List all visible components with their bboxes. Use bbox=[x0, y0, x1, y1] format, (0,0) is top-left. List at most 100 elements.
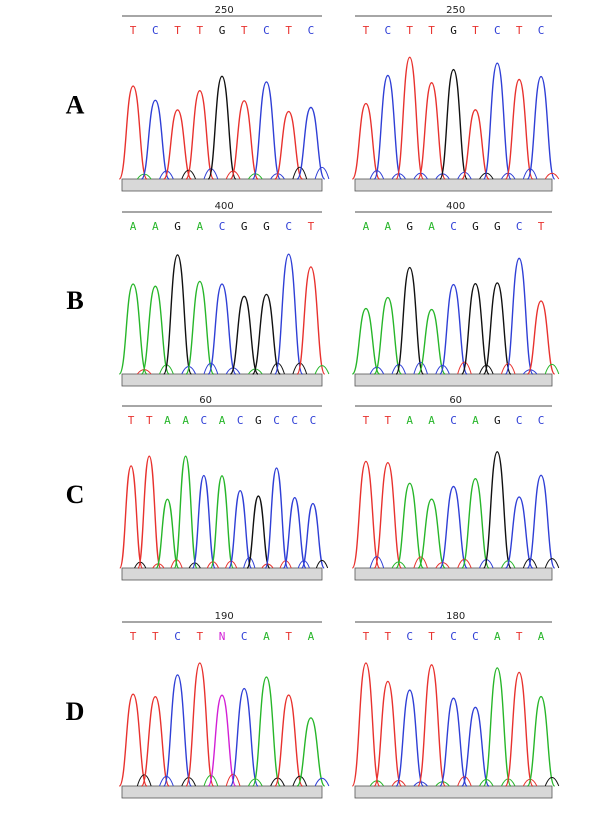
trace-peak bbox=[229, 295, 259, 375]
position-label: 400 bbox=[215, 201, 234, 212]
trace-noise bbox=[315, 559, 329, 569]
trace-peak bbox=[483, 62, 512, 180]
trace-peak bbox=[185, 280, 215, 375]
base-call: T bbox=[363, 630, 370, 643]
trace-peak bbox=[461, 477, 490, 569]
trace-peak bbox=[140, 695, 170, 787]
trace-peak bbox=[439, 485, 468, 569]
base-call: G bbox=[174, 220, 181, 233]
trace-peak bbox=[163, 254, 193, 375]
trace-noise bbox=[413, 556, 428, 569]
trace-peak bbox=[417, 82, 446, 180]
trace-peak bbox=[207, 694, 237, 787]
base-call: C bbox=[201, 414, 208, 427]
base-call: A bbox=[182, 414, 189, 427]
trace-noise bbox=[544, 776, 560, 787]
trace-peak bbox=[395, 482, 424, 569]
trace-noise bbox=[314, 166, 330, 180]
base-call: C bbox=[450, 630, 457, 643]
trace-noise bbox=[225, 773, 241, 787]
trace-peak bbox=[229, 687, 259, 787]
trace-peak bbox=[210, 475, 234, 569]
trace-peak bbox=[483, 667, 512, 787]
base-call: A bbox=[406, 414, 413, 427]
base-call: C bbox=[538, 24, 545, 37]
base-call: T bbox=[385, 630, 392, 643]
base-call: A bbox=[219, 414, 226, 427]
base-call: T bbox=[285, 630, 292, 643]
base-call: G bbox=[255, 414, 262, 427]
base-call: A bbox=[538, 630, 545, 643]
base-call: A bbox=[263, 630, 270, 643]
base-call: C bbox=[450, 220, 457, 233]
trace-peak bbox=[395, 56, 424, 180]
scale-bar bbox=[354, 178, 553, 192]
trace-peak bbox=[439, 68, 468, 180]
trace-noise bbox=[314, 365, 330, 375]
base-call: C bbox=[308, 24, 315, 37]
position-label: 400 bbox=[446, 201, 465, 212]
base-call: A bbox=[308, 630, 315, 643]
base-call: T bbox=[516, 630, 523, 643]
trace-peak bbox=[282, 497, 307, 569]
trace-peak bbox=[274, 253, 304, 375]
trace-peak bbox=[251, 81, 281, 180]
trace-peak bbox=[351, 460, 381, 569]
trace-peak bbox=[137, 455, 162, 569]
base-call: G bbox=[219, 24, 226, 37]
base-call: C bbox=[219, 220, 226, 233]
trace-peak bbox=[296, 266, 326, 375]
base-call: A bbox=[428, 220, 435, 233]
scale-bar bbox=[354, 373, 553, 387]
position-label: 60 bbox=[449, 395, 462, 406]
trace-peak bbox=[504, 671, 534, 787]
trace-peak bbox=[264, 467, 289, 569]
trace-peak bbox=[296, 717, 326, 787]
base-call: G bbox=[494, 414, 501, 427]
trace-peak bbox=[526, 300, 556, 375]
trace-noise bbox=[544, 558, 560, 569]
trace-peak bbox=[296, 106, 326, 180]
trace-peak bbox=[526, 75, 556, 180]
base-call: G bbox=[472, 220, 479, 233]
trace-noise bbox=[136, 774, 152, 787]
base-call: A bbox=[428, 414, 435, 427]
trace-peak bbox=[526, 695, 556, 787]
panel-label: B bbox=[66, 286, 83, 315]
position-label: 250 bbox=[215, 5, 234, 16]
base-call: T bbox=[308, 220, 315, 233]
base-call: G bbox=[450, 24, 457, 37]
base-call: T bbox=[241, 24, 248, 37]
trace-peak bbox=[351, 102, 381, 180]
trace-peak bbox=[504, 257, 534, 375]
trace-peak bbox=[417, 664, 446, 787]
base-call: T bbox=[428, 24, 435, 37]
trace-peak bbox=[417, 308, 446, 375]
trace-noise bbox=[292, 166, 308, 180]
trace-peak bbox=[118, 283, 148, 375]
trace-peak bbox=[207, 75, 237, 180]
base-call: C bbox=[237, 414, 244, 427]
base-call: C bbox=[241, 630, 248, 643]
trace-peak bbox=[251, 293, 281, 375]
trace-peak bbox=[185, 662, 215, 787]
base-call: C bbox=[263, 24, 270, 37]
position-label: 60 bbox=[199, 395, 212, 406]
trace-noise bbox=[457, 776, 472, 787]
scale-bar bbox=[121, 785, 323, 799]
base-call: T bbox=[196, 630, 203, 643]
base-call: C bbox=[538, 414, 545, 427]
base-call: C bbox=[291, 414, 298, 427]
base-call: T bbox=[146, 414, 153, 427]
trace-noise bbox=[544, 172, 560, 180]
base-call: A bbox=[152, 220, 159, 233]
trace-peak bbox=[207, 283, 237, 375]
trace-peak bbox=[140, 285, 170, 375]
base-call: T bbox=[130, 24, 137, 37]
trace-peak bbox=[274, 694, 304, 787]
base-call: C bbox=[450, 414, 457, 427]
base-call: G bbox=[241, 220, 248, 233]
trace-peak bbox=[140, 99, 170, 180]
base-call: C bbox=[152, 24, 159, 37]
scale-bar bbox=[121, 567, 323, 581]
